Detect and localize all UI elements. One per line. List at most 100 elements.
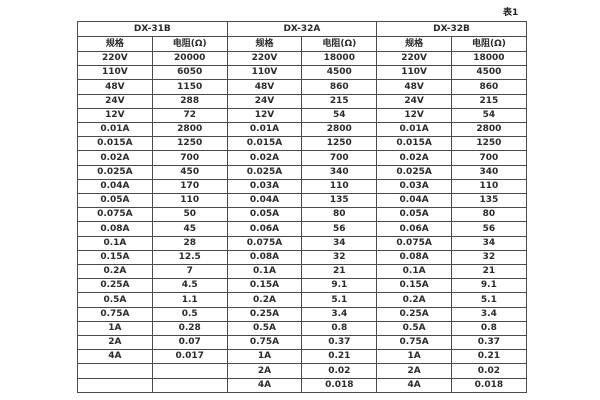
spec-cell: 220V: [226, 50, 303, 67]
table-row: 220V 20000 220V 18000 220V 18000: [77, 50, 527, 67]
spec-cell: 0.08A: [226, 249, 303, 266]
resistance-cell: 135: [301, 193, 378, 209]
group-title-dx31b: DX-31B: [77, 21, 228, 37]
resistance-cell: 700: [451, 150, 527, 166]
resistance-cell: 1150: [151, 79, 228, 95]
spec-cell: 0.08A: [77, 221, 153, 237]
spec-cell: 4A: [77, 349, 153, 365]
table-row: 2A 0.07 0.75A 0.37 0.75A 0.37: [77, 335, 527, 351]
resistance-cell: 0.07: [151, 335, 228, 351]
resistance-cell: 1.1: [151, 292, 228, 308]
resistance-cell: 860: [301, 79, 378, 95]
spec-cell: 0.15A: [77, 249, 153, 266]
spec-cell: 110V: [226, 65, 303, 81]
resistance-cell: 0.21: [451, 349, 527, 365]
resistance-cell: 700: [151, 150, 228, 166]
spec-cell: 0.15A: [226, 278, 303, 294]
spec-cell: 0.015A: [77, 136, 153, 152]
resistance-cell: 215: [301, 93, 378, 109]
spec-cell: 0.1A: [376, 264, 452, 280]
spec-cell: 0.02A: [376, 150, 452, 166]
resistance-cell: 21: [301, 264, 378, 280]
resistance-cell: 0.02: [301, 363, 378, 379]
spec-cell: 0.06A: [226, 221, 303, 237]
group-title-row: DX-31B DX-32A DX-32B: [77, 21, 527, 37]
resistance-cell: 9.1: [451, 278, 527, 294]
column-header-row: 规格 电阻(Ω) 规格 电阻(Ω) 规格 电阻(Ω): [77, 36, 527, 52]
resistance-cell: 4500: [451, 65, 527, 81]
resistance-cell: 110: [451, 178, 527, 195]
spec-cell: 0.05A: [226, 207, 303, 223]
spec-cell: 0.25A: [226, 306, 303, 322]
resistance-cell: [151, 377, 228, 394]
resistance-cell: 32: [451, 249, 527, 266]
spec-cell: 0.03A: [376, 178, 452, 195]
table-row: 0.04A 170 0.03A 110 0.03A 110: [77, 178, 527, 195]
resistance-cell: 0.8: [451, 320, 527, 337]
table-row: 0.05A 110 0.04A 135 0.04A 135: [77, 193, 527, 209]
resistance-cell: 34: [451, 235, 527, 251]
col-header-spec: 规格: [77, 36, 153, 52]
resistance-cell: 9.1: [301, 278, 378, 294]
table-row: 0.02A 700 0.02A 700 0.02A 700: [77, 150, 527, 166]
resistance-cell: 170: [151, 178, 228, 195]
spec-cell: 12V: [226, 107, 303, 124]
spec-cell: 1A: [226, 349, 303, 365]
resistance-cell: 288: [151, 93, 228, 109]
resistance-cell: 2800: [451, 122, 527, 138]
resistance-cell: 32: [301, 249, 378, 266]
spec-cell: 0.04A: [77, 178, 153, 195]
resistance-cell: 6050: [151, 65, 228, 81]
spec-cell: 0.1A: [226, 264, 303, 280]
spec-cell: 48V: [77, 79, 153, 95]
spec-cell: 0.075A: [376, 235, 452, 251]
resistance-cell: 110: [151, 193, 228, 209]
col-header-resistance: 电阻(Ω): [451, 36, 527, 52]
resistance-cell: [151, 363, 228, 379]
spec-cell: 0.025A: [376, 164, 452, 180]
spec-cell: 1A: [77, 320, 153, 337]
spec-cell: 0.04A: [226, 193, 303, 209]
resistance-cell: 5.1: [451, 292, 527, 308]
resistance-cell: 20000: [151, 50, 228, 67]
spec-cell: 2A: [77, 335, 153, 351]
resistance-cell: 1250: [151, 136, 228, 152]
spec-cell: 0.05A: [77, 193, 153, 209]
resistance-cell: 340: [451, 164, 527, 180]
spec-cell: 0.025A: [226, 164, 303, 180]
resistance-cell: 80: [301, 207, 378, 223]
spec-cell: 48V: [376, 79, 452, 95]
resistance-cell: 0.8: [301, 320, 378, 337]
resistance-cell: 45: [151, 221, 228, 237]
resistance-spec-table: DX-31B DX-32A DX-32B 规格 电阻(Ω) 规格 电阻(Ω) 规…: [77, 21, 527, 394]
group-title-dx32b: DX-32B: [376, 21, 527, 37]
resistance-cell: 110: [301, 178, 378, 195]
spec-cell: 0.2A: [226, 292, 303, 308]
spec-cell: [77, 377, 153, 394]
resistance-cell: 21: [451, 264, 527, 280]
spec-cell: 2A: [226, 363, 303, 379]
spec-cell: 220V: [376, 50, 452, 67]
spec-cell: 0.06A: [376, 221, 452, 237]
spec-cell: 0.75A: [376, 335, 452, 351]
spec-cell: 12V: [376, 107, 452, 124]
resistance-cell: 28: [151, 235, 228, 251]
resistance-cell: 0.28: [151, 320, 228, 337]
spec-cell: 12V: [77, 107, 153, 124]
table-row: 12V 72 12V 54 12V 54: [77, 107, 527, 124]
spec-cell: 0.01A: [226, 122, 303, 138]
spec-cell: 0.025A: [77, 164, 153, 180]
spec-cell: 0.25A: [77, 278, 153, 294]
resistance-cell: 56: [301, 221, 378, 237]
resistance-cell: 0.37: [301, 335, 378, 351]
resistance-cell: 80: [451, 207, 527, 223]
spec-cell: 0.015A: [226, 136, 303, 152]
table-row: 0.15A 12.5 0.08A 32 0.08A 32: [77, 249, 527, 266]
spec-cell: 0.075A: [77, 207, 153, 223]
spec-cell: 0.15A: [376, 278, 452, 294]
table-row: 0.015A 1250 0.015A 1250 0.015A 1250: [77, 136, 527, 152]
spec-cell: 0.05A: [376, 207, 452, 223]
table-row: 4A 0.018 4A 0.018: [77, 377, 527, 394]
spec-cell: 24V: [226, 93, 303, 109]
spec-cell: 2A: [376, 363, 452, 379]
